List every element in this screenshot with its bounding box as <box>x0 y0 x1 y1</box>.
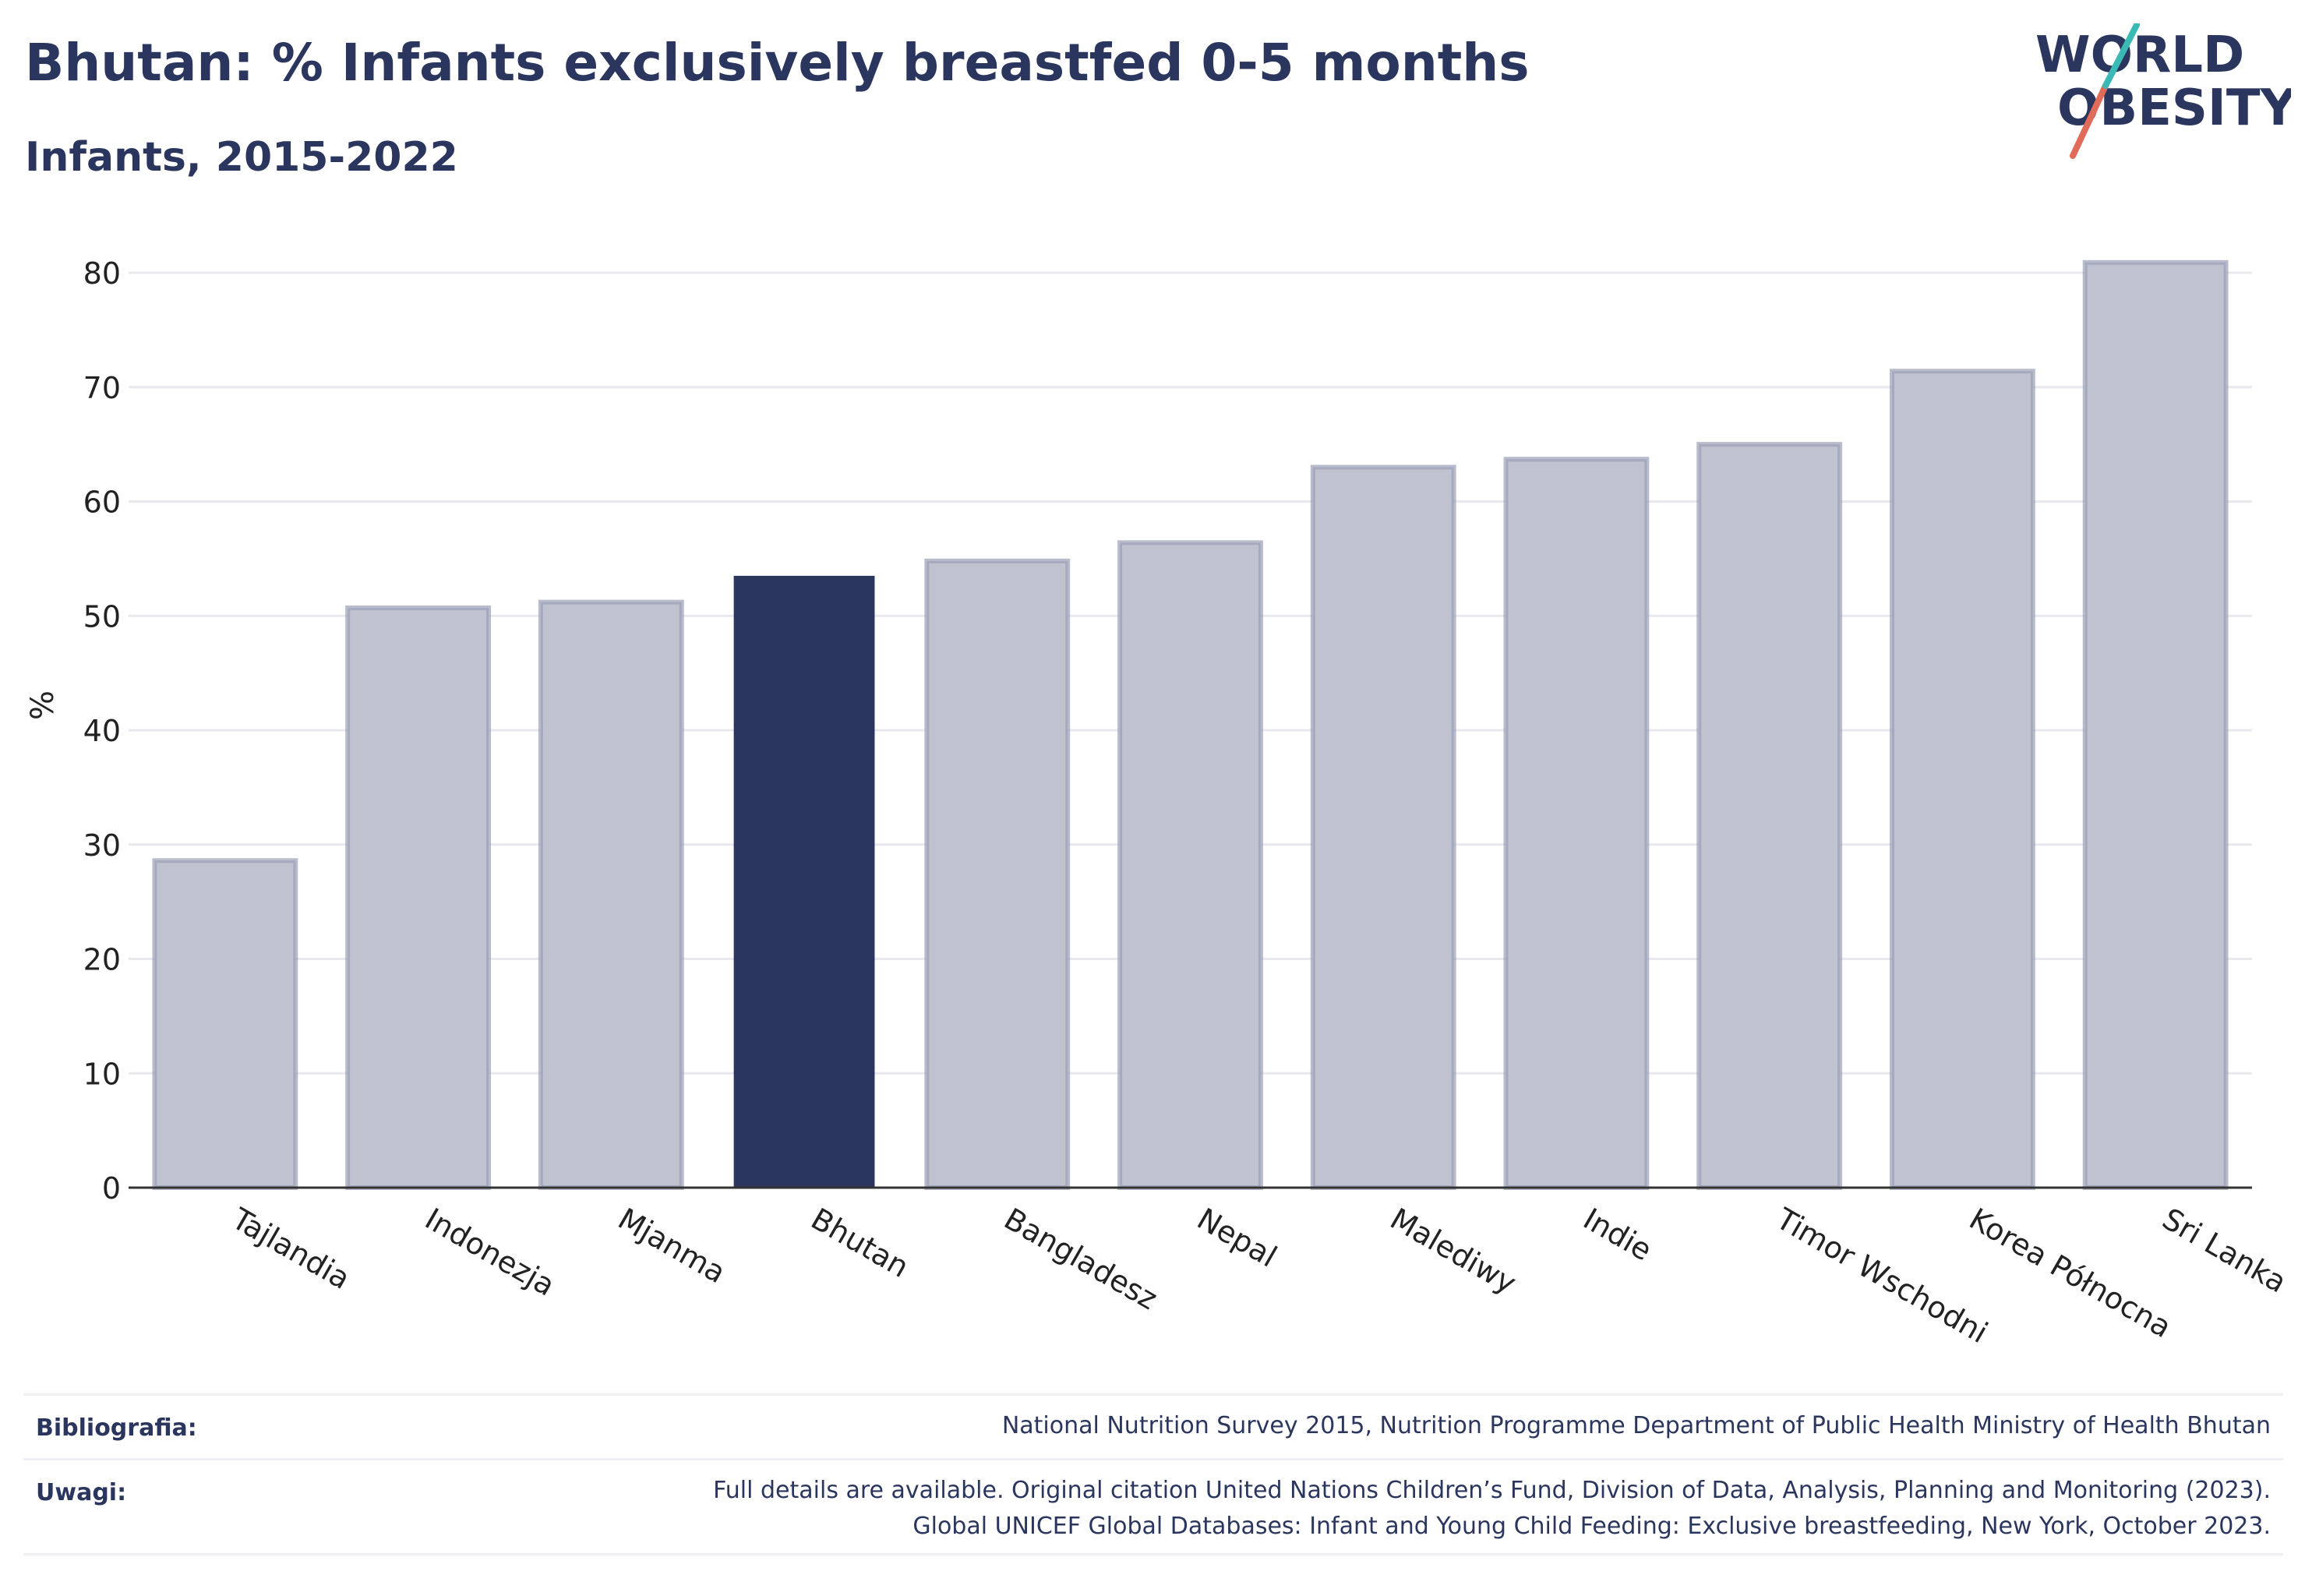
bar <box>1889 369 2035 1191</box>
x-tick-label: Indonezja <box>419 1202 560 1303</box>
x-tick-label: Timor Wschodni <box>1770 1201 1993 1350</box>
y-tick-label: 80 <box>83 256 121 291</box>
bibliography-text: National Nutrition Survey 2015, Nutritio… <box>1001 1412 2271 1439</box>
y-tick-label: 70 <box>83 371 121 405</box>
y-tick-label: 40 <box>83 714 121 748</box>
notes-label: Uwagi: <box>36 1479 127 1506</box>
footer-bottom-rule <box>23 1553 2283 1555</box>
y-tick-label: 0 <box>102 1171 121 1206</box>
bar <box>2082 260 2229 1191</box>
bar-highlighted <box>733 575 875 1188</box>
bar <box>1503 457 1650 1190</box>
bar-chart: 0 10 20 30 40 50 60 70 80 Tajlandia Indonezja Mjanm… <box>25 256 2293 1350</box>
y-tick-label: 60 <box>83 486 121 520</box>
world-obesity-logo: WORLD OBESITY <box>2035 23 2291 159</box>
x-tick-label: Korea Północna <box>1964 1202 2177 1345</box>
notes-line-2: Global UNICEF Global Databases: Infant a… <box>912 1513 2271 1540</box>
bar <box>152 858 298 1191</box>
bibliography-label: Bibliografia: <box>36 1414 197 1442</box>
x-tick-label: Indie <box>1577 1202 1657 1268</box>
bar <box>1310 464 1456 1190</box>
notes-text: Full details are available. Original cit… <box>713 1473 2271 1545</box>
x-tick-label: Bhutan <box>806 1202 915 1284</box>
bar <box>538 599 684 1190</box>
bibliography-row: Bibliografia: National Nutrition Survey … <box>23 1393 2283 1458</box>
bar <box>345 605 492 1190</box>
y-tick-label: 50 <box>83 599 121 634</box>
notes-row: Uwagi: Full details are available. Origi… <box>23 1458 2283 1554</box>
bar <box>1117 540 1263 1190</box>
x-tick-label: Sri Lanka <box>2157 1202 2293 1300</box>
x-tick-label: Malediwy <box>1385 1202 1522 1301</box>
y-tick-label: 20 <box>83 943 121 977</box>
x-tick-label: Nepal <box>1191 1202 1283 1274</box>
x-tick-label: Mjanma <box>612 1202 732 1291</box>
y-axis-label: % <box>25 690 61 720</box>
x-tick-label: Tajlandia <box>225 1201 355 1296</box>
bar <box>924 558 1071 1190</box>
logo-text-world: WORLD <box>2035 26 2244 84</box>
bar <box>1696 442 1843 1190</box>
y-tick-label: 30 <box>83 828 121 863</box>
chart-subtitle: Infants, 2015-2022 <box>25 134 458 181</box>
notes-line-1: Full details are available. Original cit… <box>713 1477 2271 1504</box>
y-tick-label: 10 <box>83 1057 121 1091</box>
chart-title: Bhutan: % Infants exclusively breastfed … <box>25 33 1530 93</box>
x-tick-label: Bangladesz <box>998 1202 1163 1316</box>
bars <box>152 260 2229 1191</box>
